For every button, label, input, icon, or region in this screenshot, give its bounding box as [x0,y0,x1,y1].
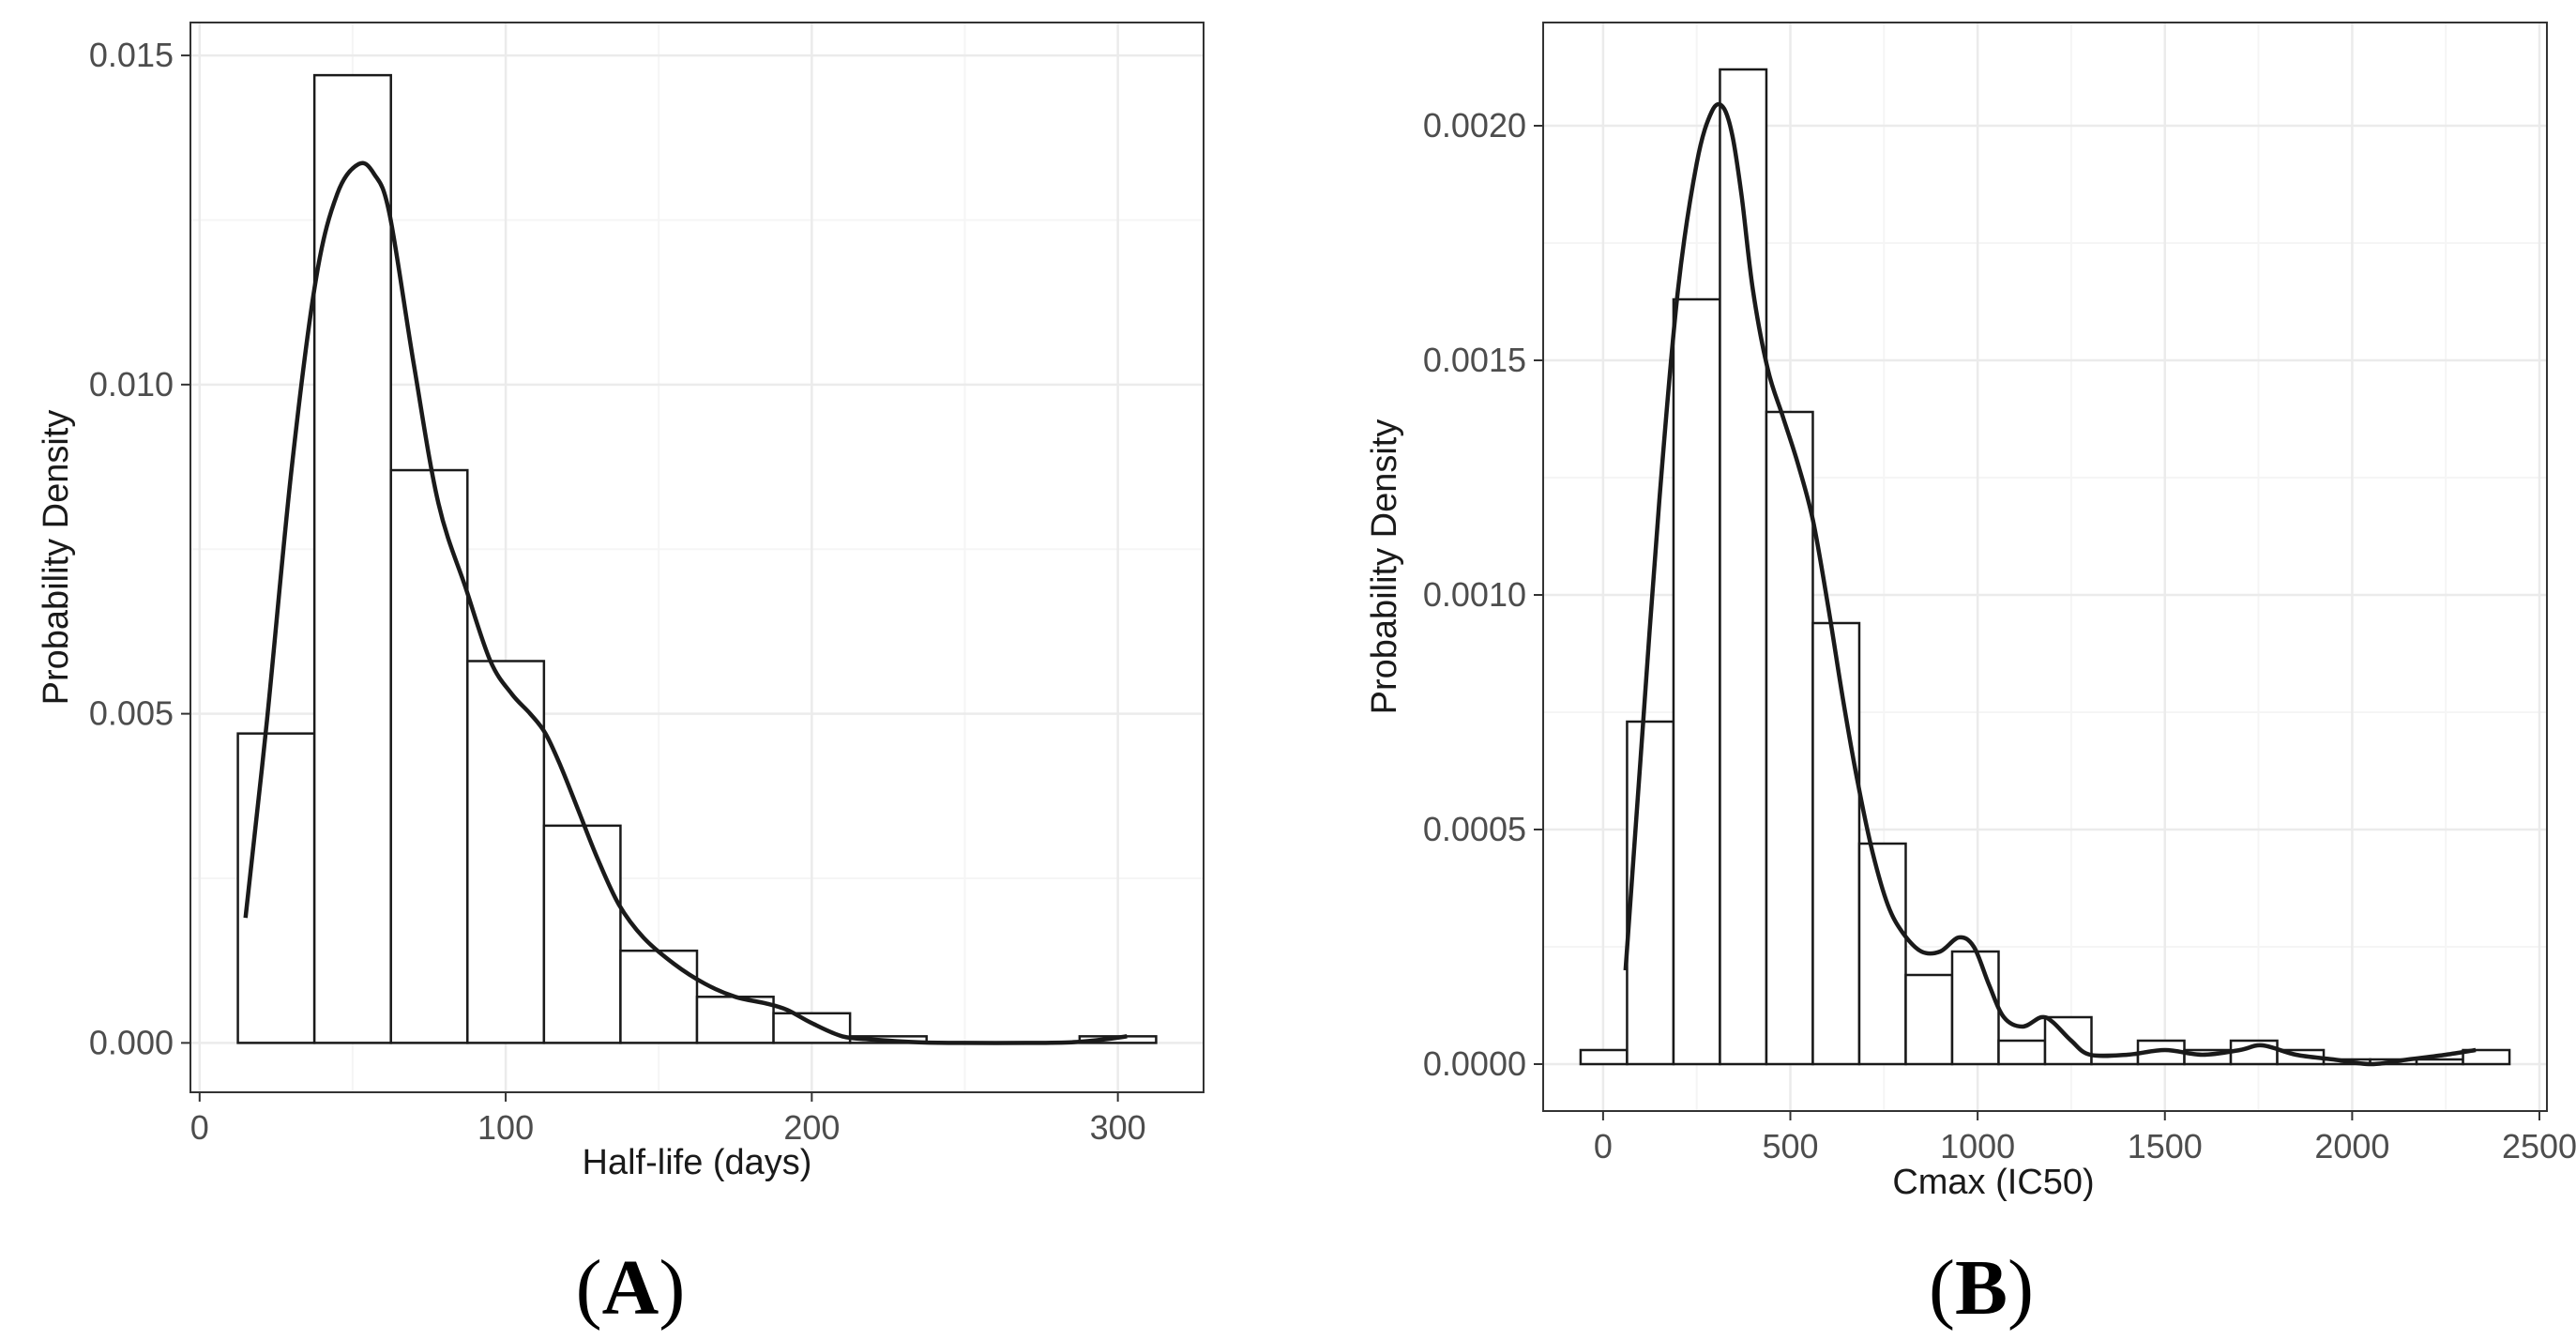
chart-b-y-tick-label-0: 0.0000 [1423,1044,1526,1083]
chart-a-x-tick-label-0: 0 [190,1108,209,1147]
chart-b-y-tick-label-4: 0.0020 [1423,106,1526,145]
chart-b-bar-7 [1904,973,1954,1066]
chart-b-x-axis: 0 500 1000 1500 2000 2500 [1594,1111,2576,1165]
chart-a-x-tick-label-3: 300 [1090,1108,1146,1147]
chart-b-y-tick-label-3: 0.0015 [1423,341,1526,379]
chart-b-y-axis: 0.0000 0.0005 0.0010 0.0015 0.0020 [1423,106,1543,1083]
chart-a-bar-4 [542,824,622,1044]
chart-b-x-tick-label-0: 0 [1594,1127,1613,1165]
chart-b-x-tick-label-2: 1000 [1940,1127,2015,1165]
chart-b-x-tick-label-3: 1500 [2128,1127,2203,1165]
chart-a-panel-border [189,22,1205,1093]
chart-a-bar-1 [312,73,392,1044]
chart-b-bars [1579,68,2511,1066]
panel-label-b: (B) [1929,1244,2034,1332]
chart-b-density-curve [1623,101,2477,1067]
chart-a-density-curve [243,160,1128,1045]
chart-b-bar-6 [1857,842,1907,1066]
chart-a-x-axis-title: Half-life (days) [583,1143,812,1182]
chart-a-x-axis: 0 100 200 300 [190,1092,1146,1147]
chart-b-x-tick-label-5: 2500 [2502,1127,2576,1165]
chart-a-bar-2 [389,468,469,1044]
chart-a-bar-5 [619,949,699,1044]
chart-a-y-tick-label-0: 0.000 [89,1023,174,1061]
chart-a-density-curve-group [243,160,1128,1045]
chart-b-bar-0 [1579,1048,1629,1066]
chart-b-bar-8 [1950,950,2000,1066]
chart-b-bar-1 [1626,720,1675,1066]
chart-b-density-curve-group [1623,101,2477,1067]
chart-b-bar-3 [1719,68,1768,1066]
panel-label-a: (A) [576,1244,686,1332]
chart-a-y-axis: 0.000 0.005 0.010 0.015 [89,36,190,1061]
chart-b-bar-9 [1997,1039,2047,1066]
chart-a-y-tick-label-2: 0.010 [89,365,174,404]
chart-a-bar-7 [772,1012,852,1044]
chart-a-bar-6 [695,996,775,1044]
chart-b-bar-2 [1672,297,1721,1066]
chart-b-x-tick-label-1: 500 [1762,1127,1818,1165]
chart-a-x-tick-label-1: 100 [477,1108,534,1147]
chart-a-y-tick-label-3: 0.015 [89,36,174,74]
chart-b-bar-19 [2462,1048,2511,1066]
chart-b-bar-18 [2415,1058,2464,1066]
chart-b-bar-5 [1811,621,1861,1066]
chart-b-x-axis-title: Cmax (IC50) [1892,1163,2094,1202]
chart-a-y-tick-label-1: 0.005 [89,694,174,733]
chart-b-y-axis-title: Probability Density [1365,419,1404,715]
chart-a-y-axis-title: Probability Density [37,410,76,706]
chart-b-y-tick-label-2: 0.0010 [1423,575,1526,614]
chart-b-panel-border [1542,22,2548,1112]
chart-panel-a: 0 100 200 300 0.000 0.005 0.010 0.015 Half-lif… [37,22,1205,1332]
chart-b-x-tick-label-4: 2000 [2314,1127,2389,1165]
chart-b-y-tick-label-1: 0.0005 [1423,810,1526,848]
chart-a-bars [236,73,1158,1044]
chart-a-x-tick-label-2: 200 [783,1108,840,1147]
chart-b-bar-4 [1765,410,1814,1066]
chart-panel-b: 0 500 1000 1500 2000 2500 0.00000.00050.00100… [1365,22,2576,1332]
